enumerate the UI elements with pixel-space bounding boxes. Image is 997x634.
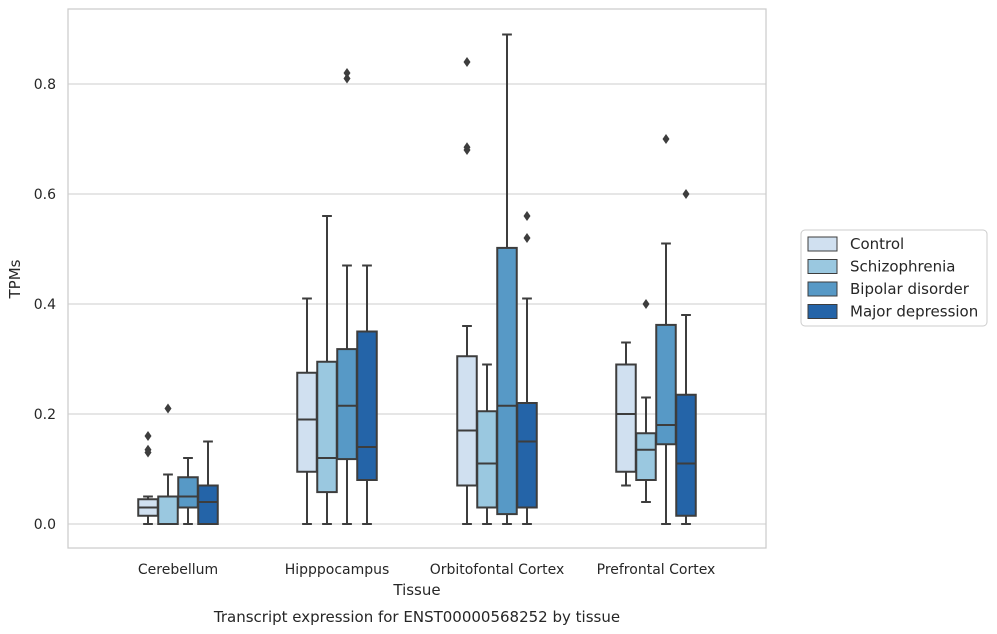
gridlines (68, 83, 766, 525)
x-tick-label: Orbitofontal Cortex (430, 562, 565, 578)
box-body (157, 495, 179, 525)
x-tick-label: Prefrontal Cortex (597, 562, 716, 578)
legend-label: Major depression (850, 303, 978, 321)
box-body (356, 330, 378, 481)
box-bipolar-disorder (496, 33, 518, 525)
box-major-depression (516, 211, 538, 525)
y-tick-labels: 0.0 0.2 0.4 0.6 0.8 (34, 77, 56, 533)
legend-label: Bipolar disorder (850, 280, 970, 298)
legend-swatch (807, 259, 838, 274)
outlier-point (343, 68, 351, 78)
box-body (296, 371, 318, 473)
legend: Control Schizophrenia Bipolar disorder Majo… (800, 229, 988, 327)
plot-frame (67, 8, 767, 549)
outlier-point (662, 134, 670, 144)
box-body (635, 432, 657, 481)
legend-label: Control (850, 235, 904, 253)
y-axis-label: TPMs (6, 259, 24, 299)
box-schizophrenia (635, 299, 657, 503)
outlier-point (682, 189, 690, 199)
box-control (456, 57, 478, 525)
chart-title: Transcript expression for ENST0000056825… (213, 608, 620, 626)
box-control (615, 341, 637, 487)
box-schizophrenia (316, 215, 338, 525)
box-schizophrenia (157, 403, 179, 525)
y-tick-label: 0.2 (34, 407, 56, 423)
box-body (476, 410, 498, 509)
box-bipolar-disorder (655, 134, 677, 525)
outlier-point (523, 233, 531, 243)
outlier-point (164, 403, 172, 414)
box-major-depression (356, 264, 378, 525)
outlier-point (144, 444, 152, 455)
box-body (336, 348, 358, 461)
box-major-depression (675, 189, 697, 525)
box-major-depression (197, 440, 219, 525)
box-bipolar-disorder (177, 457, 199, 525)
outlier-point (144, 431, 152, 441)
y-tick-label: 0.8 (34, 77, 56, 93)
box-body (496, 246, 518, 516)
boxes (137, 33, 697, 525)
box-control (296, 297, 318, 525)
y-tick-label: 0.0 (34, 517, 56, 533)
box-control (137, 431, 159, 525)
legend-swatch (807, 281, 838, 297)
x-tick-label: Hipppocampus (285, 562, 390, 578)
x-axis-label: Tissue (392, 581, 440, 599)
legend-swatch (807, 236, 838, 252)
box-body (177, 476, 199, 509)
box-body (197, 484, 219, 525)
x-tick-labels: Cerebellum Hipppocampus Orbitofontal Corte… (138, 562, 715, 578)
box-body (655, 323, 677, 446)
box-body (675, 393, 697, 517)
y-tick-label: 0.6 (34, 187, 56, 203)
box-body (516, 402, 538, 509)
outlier-point (343, 73, 351, 84)
outlier-point (463, 57, 471, 67)
box-body (456, 355, 478, 487)
outlier-point (523, 211, 531, 221)
x-tick-label: Cerebellum (138, 562, 218, 578)
box-body (615, 363, 637, 473)
legend-swatch (807, 304, 838, 319)
legend-frame (800, 229, 988, 327)
box-bipolar-disorder (336, 68, 358, 525)
outlier-point (642, 299, 650, 309)
y-tick-label: 0.4 (34, 297, 56, 313)
box-body (316, 360, 338, 494)
legend-label: Schizophrenia (850, 258, 955, 276)
box-schizophrenia (476, 363, 498, 525)
outlier-point (463, 142, 471, 153)
